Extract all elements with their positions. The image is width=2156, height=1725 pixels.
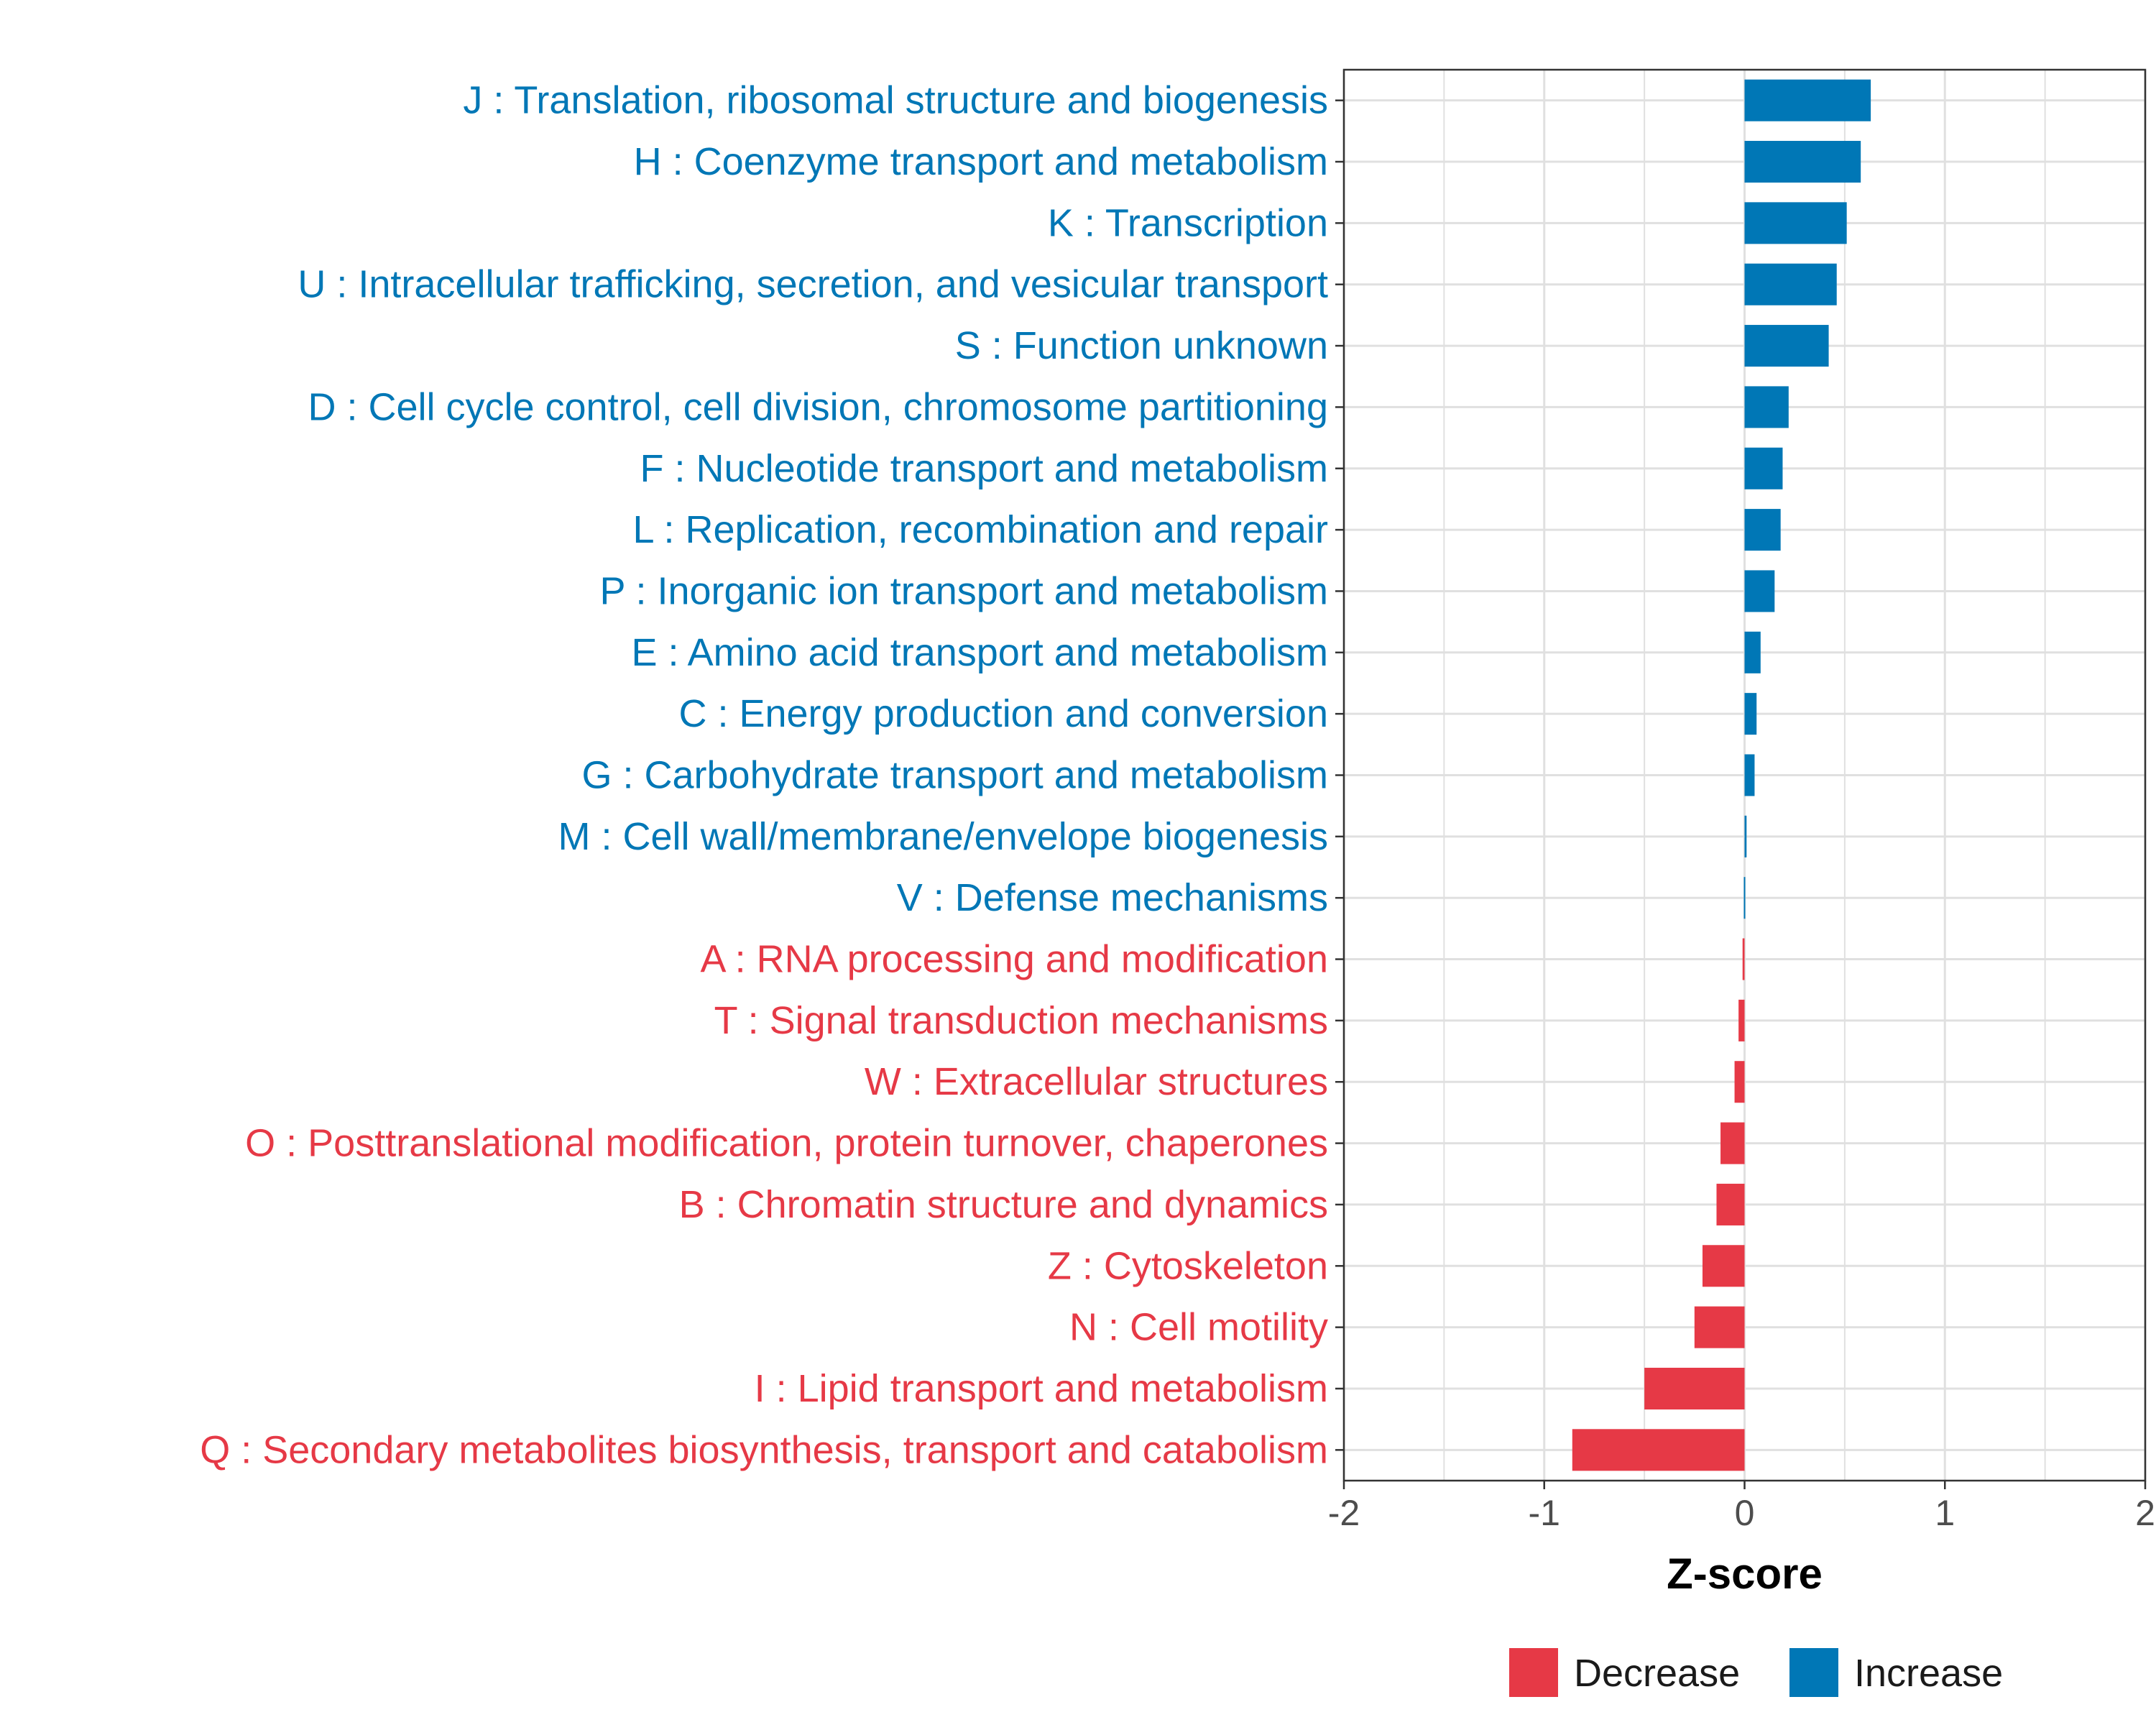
category-label: L : Replication, recombination and repai… (632, 508, 1328, 551)
bar (1644, 1367, 1745, 1409)
bar (1744, 693, 1757, 735)
category-label: B : Chromatin structure and dynamics (679, 1183, 1328, 1226)
legend-label: Decrease (1574, 1652, 1740, 1695)
x-tick-label: 1 (1935, 1493, 1955, 1533)
legend-label: Increase (1854, 1652, 2003, 1695)
category-label: I : Lipid transport and metabolism (755, 1367, 1328, 1410)
category-label: G : Carbohydrate transport and metabolis… (582, 754, 1329, 797)
category-label: F : Nucleotide transport and metabolism (640, 447, 1328, 490)
category-label: T : Signal transduction mechanisms (714, 999, 1328, 1042)
bar (1734, 1061, 1745, 1103)
category-label: Q : Secondary metabolites biosynthesis, … (200, 1428, 1328, 1471)
bar (1720, 1122, 1745, 1164)
category-label: H : Coenzyme transport and metabolism (634, 140, 1328, 183)
bar (1744, 263, 1837, 305)
category-label: Z : Cytoskeleton (1048, 1244, 1328, 1287)
category-label: E : Amino acid transport and metabolism (632, 631, 1328, 674)
bar (1742, 938, 1745, 980)
bar (1572, 1429, 1745, 1471)
category-label: D : Cell cycle control, cell division, c… (308, 385, 1328, 428)
bar (1744, 202, 1847, 244)
x-axis: -2 -1 0 1 2 (1328, 1481, 2155, 1533)
bar (1744, 815, 1747, 857)
bar (1738, 999, 1745, 1041)
bar (1744, 509, 1781, 551)
category-label: K : Transcription (1048, 201, 1328, 244)
bar (1744, 631, 1761, 673)
category-label: W : Extracellular structures (865, 1060, 1328, 1103)
category-label: S : Function unknown (955, 324, 1328, 367)
bar (1702, 1245, 1745, 1287)
category-label: M : Cell wall/membrane/envelope biogenes… (558, 815, 1328, 858)
category-label: A : RNA processing and modification (701, 938, 1328, 981)
category-label: P : Inorganic ion transport and metaboli… (599, 569, 1328, 612)
bar (1744, 79, 1871, 121)
bar (1743, 877, 1746, 919)
bar (1716, 1183, 1745, 1225)
category-label: U : Intracellular trafficking, secretion… (298, 263, 1328, 306)
category-label: C : Energy production and conversion (678, 692, 1328, 735)
x-tick-label: 0 (1735, 1493, 1755, 1533)
bar (1744, 325, 1829, 367)
category-label: O : Posttranslational modification, prot… (245, 1122, 1328, 1165)
bar (1694, 1306, 1745, 1348)
bar (1744, 141, 1861, 183)
bar (1744, 386, 1789, 428)
legend-swatch (1509, 1648, 1558, 1697)
legend: Decrease Increase (1509, 1648, 2003, 1697)
category-label: N : Cell motility (1069, 1306, 1328, 1349)
x-tick-label: -1 (1529, 1493, 1560, 1533)
x-axis-title: Z-score (1667, 1550, 1823, 1598)
bar (1744, 570, 1775, 612)
legend-swatch (1789, 1648, 1838, 1697)
bars (1572, 79, 1871, 1471)
category-label: V : Defense mechanisms (897, 876, 1328, 919)
bar (1744, 447, 1783, 489)
category-label: J : Translation, ribosomal structure and… (463, 79, 1328, 122)
y-axis: J : Translation, ribosomal structure and… (200, 79, 1344, 1471)
x-tick-label: 2 (2135, 1493, 2155, 1533)
x-tick-label: -2 (1328, 1493, 1360, 1533)
bar (1744, 754, 1755, 796)
